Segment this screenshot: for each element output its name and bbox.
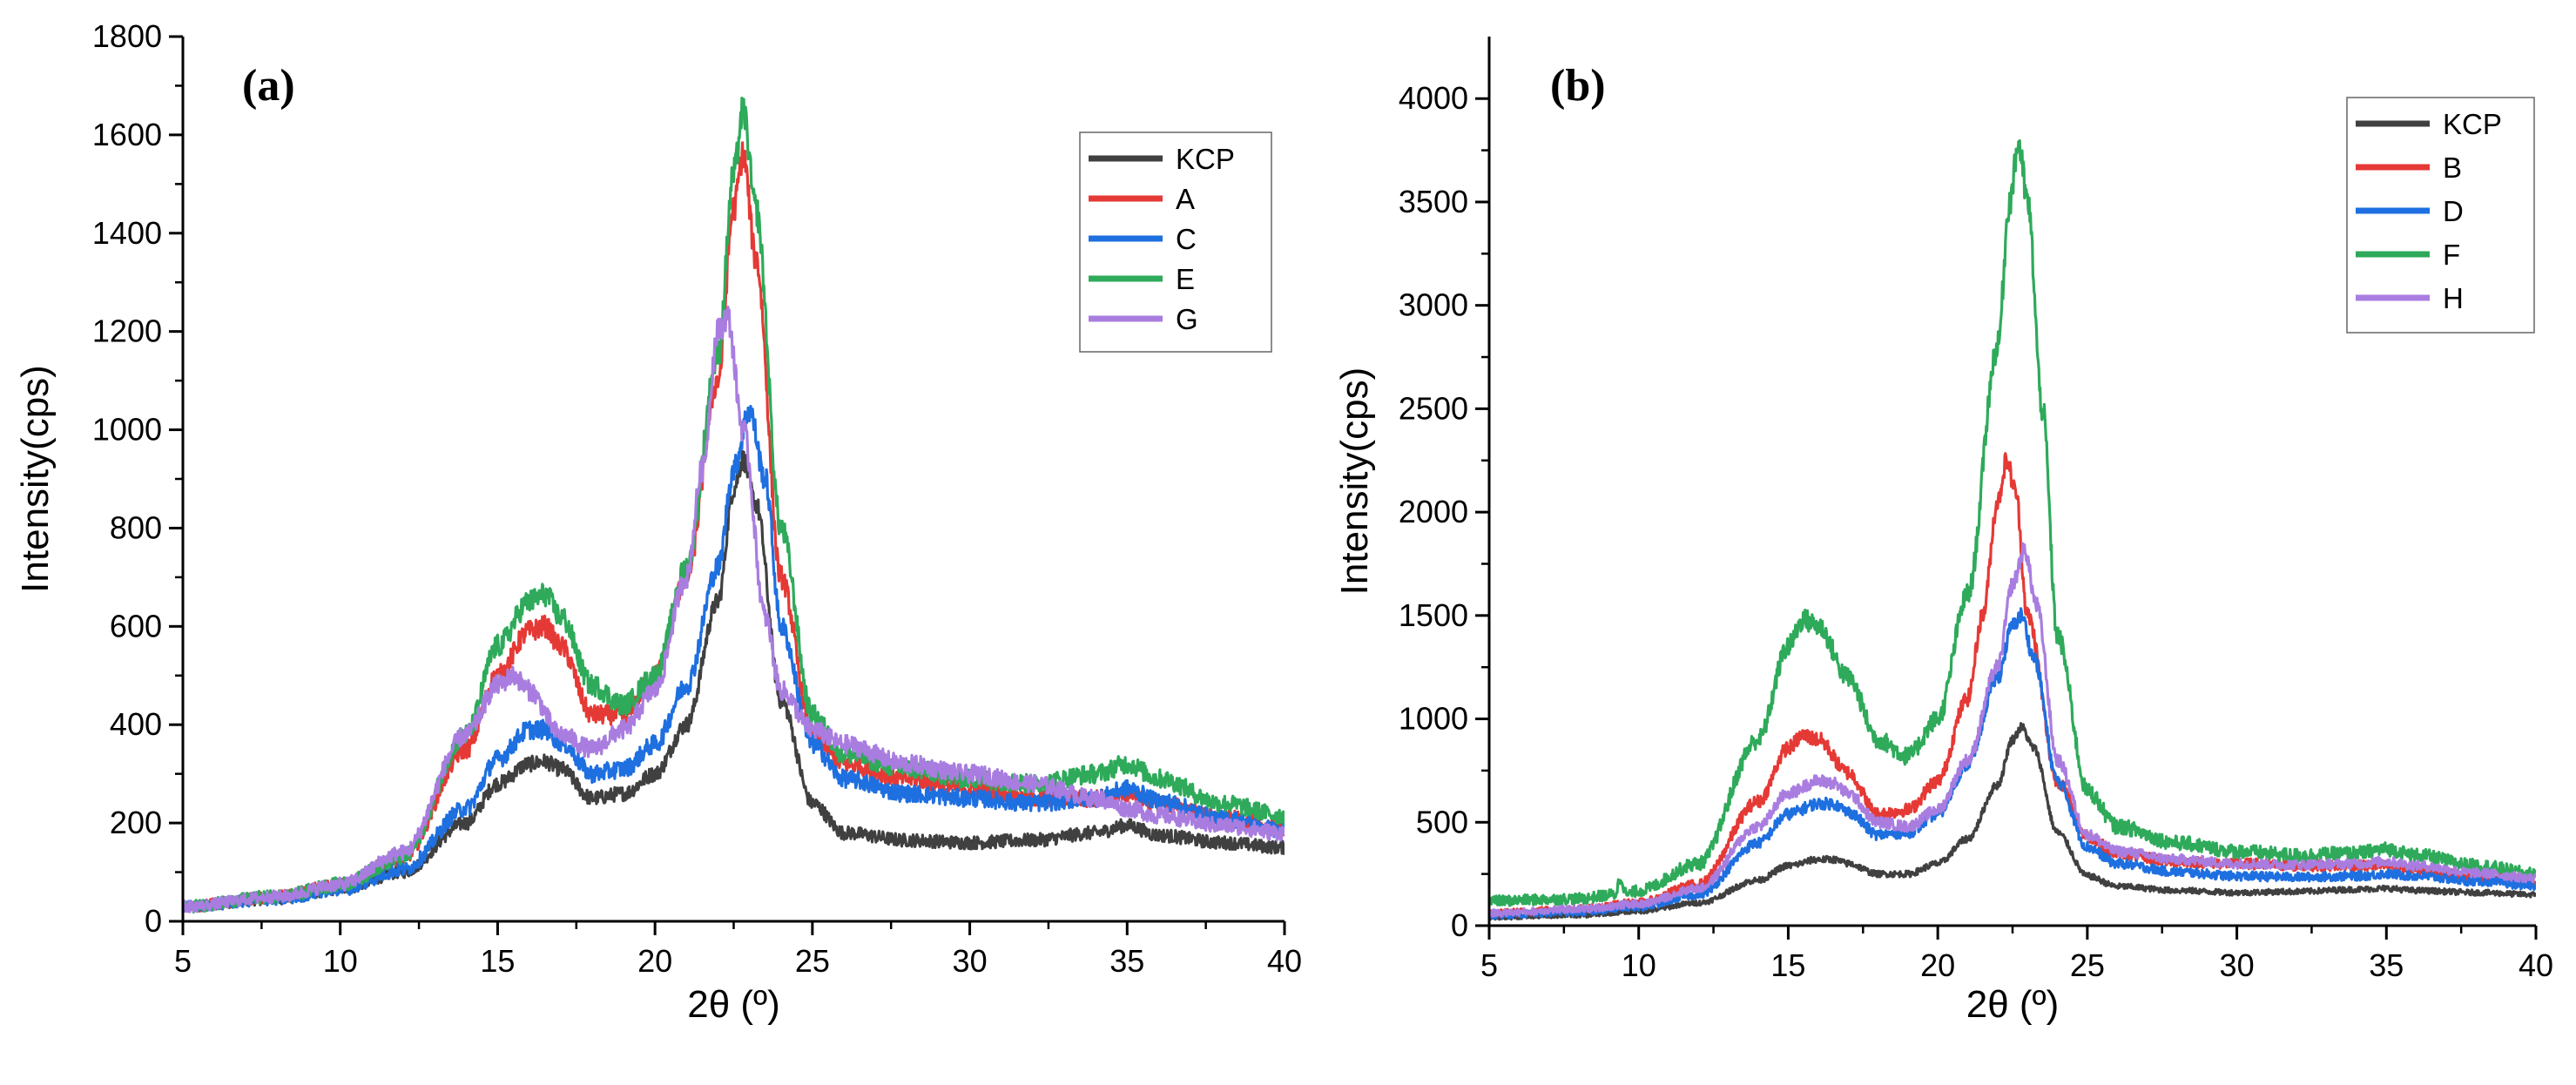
x-tick-label: 15 xyxy=(480,943,515,979)
legend-box xyxy=(1079,131,1272,353)
y-tick-label: 0 xyxy=(145,903,162,939)
y-axis-title: Intensity(cps) xyxy=(14,365,57,593)
y-tick-label: 600 xyxy=(110,608,162,644)
legend-label-f: F xyxy=(2443,239,2460,271)
x-tick-label: 30 xyxy=(2220,947,2255,983)
series-group xyxy=(183,97,1285,914)
y-tick-label: 4000 xyxy=(1399,80,1468,116)
x-tick-label: 5 xyxy=(174,943,192,979)
x-axis-title: 2θ (º) xyxy=(687,983,780,1026)
x-tick-label: 35 xyxy=(2369,947,2404,983)
x-tick-label: 10 xyxy=(1622,947,1656,983)
x-tick-label: 25 xyxy=(2070,947,2105,983)
x-tick-label: 40 xyxy=(2519,947,2553,983)
chart-panel-a: 5 10 15 20 25 30 35 400200400600800100012001400… xyxy=(14,18,1302,1026)
series-group xyxy=(1489,139,2536,921)
y-tick-label: 1800 xyxy=(92,18,162,54)
panel-label: (b) xyxy=(1550,61,1606,111)
x-tick-label: 25 xyxy=(795,943,830,979)
legend-label-d: D xyxy=(2443,195,2464,227)
series-line-d xyxy=(1489,607,2536,920)
x-tick-label: 10 xyxy=(323,943,358,979)
x-axis-title: 2θ (º) xyxy=(1966,983,2060,1026)
legend-box xyxy=(2346,97,2535,334)
legend-label-c: C xyxy=(1176,223,1197,255)
y-tick-label: 200 xyxy=(110,805,162,840)
x-tick-label: 20 xyxy=(1920,947,1955,983)
series-line-g xyxy=(183,306,1285,913)
legend-label-a: A xyxy=(1176,183,1195,215)
legend-label-e: E xyxy=(1176,263,1195,295)
series-line-f xyxy=(1489,139,2536,907)
legend-label-kcp: KCP xyxy=(2443,108,2502,140)
series-line-h xyxy=(1489,542,2536,918)
legend-label-kcp: KCP xyxy=(1176,143,1235,175)
x-tick-label: 30 xyxy=(953,943,988,979)
chart-panel-b: 5 10 15 20 25 30 35 40 0 500 1000 1500 2000 2500 3000 3… xyxy=(1333,37,2553,1026)
series-line-kcp xyxy=(1489,722,2536,921)
y-tick-label: 3500 xyxy=(1399,184,1468,219)
y-tick-label: 400 xyxy=(110,706,162,742)
y-tick-label: 500 xyxy=(1416,804,1468,839)
y-tick-label: 1600 xyxy=(92,117,162,152)
y-tick-label: 1000 xyxy=(1399,701,1468,737)
x-tick-label: 15 xyxy=(1770,947,1805,983)
y-tick-label: 2000 xyxy=(1399,494,1468,529)
x-tick-label: 5 xyxy=(1480,947,1498,983)
y-tick-label: 1200 xyxy=(92,313,162,349)
y-tick-label: 1000 xyxy=(92,412,162,448)
legend-label-b: B xyxy=(2443,152,2462,184)
y-tick-label: 1400 xyxy=(92,215,162,251)
y-tick-label: 3000 xyxy=(1399,287,1468,323)
panel-label: (a) xyxy=(242,61,295,111)
y-tick-label: 800 xyxy=(110,509,162,545)
y-axis-title: Intensity(cps) xyxy=(1333,367,1376,596)
x-tick-label: 40 xyxy=(1267,943,1302,979)
legend-label-g: G xyxy=(1176,303,1198,335)
y-tick-label: 2500 xyxy=(1399,390,1468,426)
x-tick-label: 20 xyxy=(637,943,672,979)
legend-label-h: H xyxy=(2443,282,2464,314)
y-tick-label: 0 xyxy=(1451,907,1468,943)
y-tick-label: 1500 xyxy=(1399,597,1468,633)
x-tick-label: 35 xyxy=(1109,943,1144,979)
